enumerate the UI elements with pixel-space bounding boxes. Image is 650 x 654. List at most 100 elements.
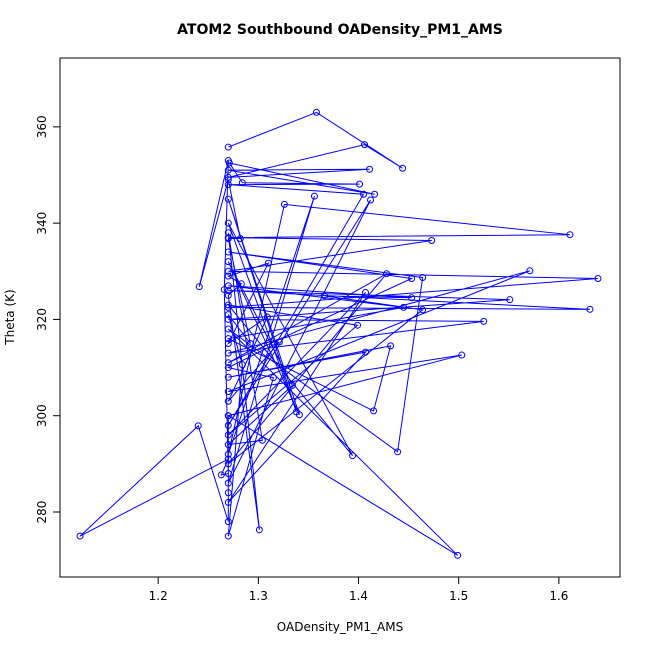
data-point: [246, 339, 254, 347]
data-point: [224, 195, 232, 203]
x-tick-label: 1.5: [449, 589, 468, 603]
data-point: [224, 315, 232, 323]
data-point: [224, 455, 232, 463]
data-point: [238, 361, 246, 369]
plot-frame: [59, 57, 621, 578]
data-point: [224, 349, 232, 357]
data-point: [224, 287, 232, 295]
data-point: [419, 306, 427, 314]
data-point: [362, 348, 370, 356]
data-point: [383, 270, 391, 278]
x-tick-label: 1.2: [149, 589, 168, 603]
data-point: [354, 321, 362, 329]
data-point: [360, 190, 368, 198]
y-tick-label: 360: [35, 115, 49, 138]
data-point: [258, 436, 266, 444]
data-line: [79, 111, 598, 556]
data-point: [220, 286, 228, 294]
data-point: [506, 296, 514, 304]
data-point: [224, 176, 232, 184]
data-point: [275, 338, 283, 346]
data-point: [224, 181, 232, 189]
data-point: [263, 313, 271, 321]
data-point: [320, 292, 328, 300]
data-point: [312, 108, 320, 116]
data-point: [224, 291, 232, 299]
data-point: [224, 282, 232, 290]
data-point: [400, 303, 408, 311]
data-point: [349, 452, 357, 460]
data-point: [280, 200, 288, 208]
y-tick-label: 340: [35, 212, 49, 235]
data-point: [269, 374, 277, 382]
data-point: [566, 231, 574, 239]
data-point: [224, 335, 232, 343]
data-point: [480, 317, 488, 325]
x-tick-label: 1.6: [549, 589, 568, 603]
data-point: [224, 339, 232, 347]
data-point: [224, 325, 232, 333]
data-point: [361, 141, 369, 149]
y-tick-label: 320: [35, 308, 49, 331]
data-point: [224, 489, 232, 497]
data-point: [224, 469, 232, 477]
y-axis-label: Theta (K): [3, 289, 17, 345]
data-point: [194, 422, 202, 430]
x-axis-label: OADensity_PM1_AMS: [277, 620, 403, 634]
data-point: [295, 411, 303, 419]
data-point: [586, 305, 594, 313]
data-point: [264, 259, 272, 267]
data-point: [224, 248, 232, 256]
data-point: [224, 364, 232, 372]
data-point: [428, 236, 436, 244]
data-point: [224, 166, 232, 174]
data-point: [224, 272, 232, 280]
data-point: [408, 294, 416, 302]
data-point: [224, 219, 232, 227]
y-tick-label: 300: [35, 404, 49, 427]
data-point: [224, 359, 232, 367]
data-point: [387, 342, 395, 350]
data-point: [217, 471, 225, 479]
data-point: [367, 196, 375, 204]
data-point: [224, 388, 232, 396]
data-point: [224, 450, 232, 458]
x-tick-label: 1.3: [249, 589, 268, 603]
data-point: [224, 143, 232, 151]
data-point: [224, 157, 232, 165]
data-point: [371, 190, 379, 198]
data-point: [224, 412, 232, 420]
data-point: [394, 448, 402, 456]
data-point: [224, 373, 232, 381]
data-point: [224, 518, 232, 526]
x-tick-label: 1.4: [349, 589, 368, 603]
data-point: [224, 498, 232, 506]
y-tick-label: 280: [35, 501, 49, 524]
data-point: [224, 460, 232, 468]
data-point: [238, 179, 246, 187]
data-point: [224, 431, 232, 439]
data-point: [195, 283, 203, 291]
data-point: [458, 351, 466, 359]
data-point: [310, 192, 318, 200]
data-point: [224, 258, 232, 266]
data-point: [224, 303, 232, 311]
data-point: [224, 397, 232, 405]
data-point: [224, 235, 232, 243]
data-point: [224, 173, 232, 181]
data-point: [399, 164, 407, 172]
data-point: [454, 551, 462, 559]
data-point: [224, 479, 232, 487]
data-point: [236, 235, 244, 243]
data-point: [288, 381, 296, 389]
data-point: [224, 532, 232, 540]
data-point: [370, 407, 378, 415]
data-point: [224, 441, 232, 449]
chart-title: ATOM2 Southbound OADensity_PM1_AMS: [177, 22, 503, 38]
data-point: [419, 274, 427, 282]
data-point: [408, 275, 416, 283]
data-point: [594, 275, 602, 283]
data-point: [255, 526, 263, 534]
data-point: [362, 288, 370, 296]
